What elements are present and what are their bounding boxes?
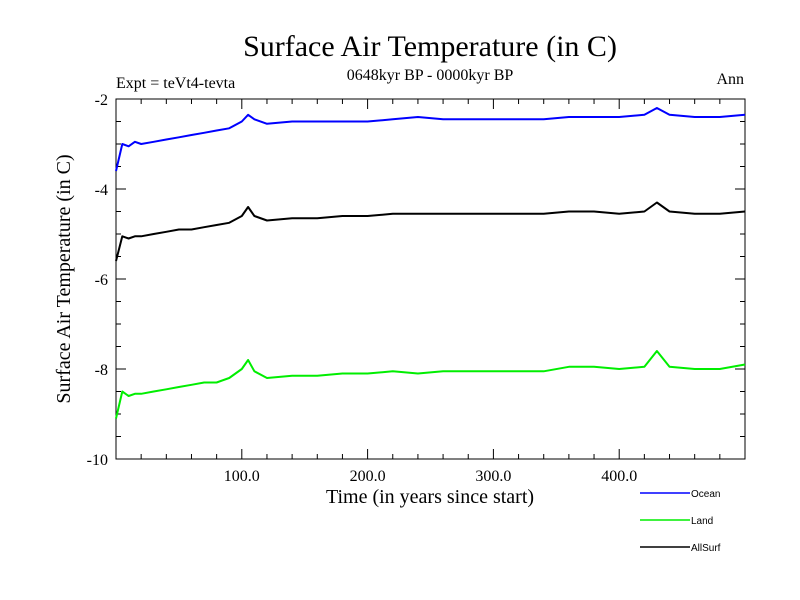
y-tick-label: -6 bbox=[95, 272, 108, 289]
series-line-ocean bbox=[115, 107, 746, 172]
plot-frame bbox=[115, 98, 746, 460]
y-tick-label: -4 bbox=[95, 182, 108, 199]
experiment-label: Expt = teVt4-tevta bbox=[116, 75, 235, 92]
series-line-allsurf bbox=[115, 201, 746, 262]
x-tick-label: 400.0 bbox=[601, 468, 637, 485]
legend: Ocean Land AllSurf bbox=[640, 489, 721, 554]
legend-label: AllSurf bbox=[691, 543, 721, 554]
legend-label: Ocean bbox=[691, 489, 720, 500]
x-axis: 100.0 200.0 300.0 400.0 bbox=[140, 99, 721, 485]
y-axis: -10 -8 -6 -4 -2 bbox=[87, 92, 745, 469]
legend-label: Land bbox=[691, 516, 713, 527]
y-axis-label: Surface Air Temperature (in C) bbox=[53, 154, 75, 403]
x-tick-label: 100.0 bbox=[224, 468, 260, 485]
chart-title: Surface Air Temperature (in C) bbox=[243, 30, 617, 63]
series-line-land bbox=[115, 350, 746, 419]
series-layer bbox=[115, 107, 746, 419]
season-label: Ann bbox=[716, 71, 744, 88]
y-tick-label: -10 bbox=[87, 452, 108, 469]
chart-subtitle: 0648kyr BP - 0000kyr BP bbox=[347, 67, 514, 84]
x-tick-label: 200.0 bbox=[350, 468, 386, 485]
y-tick-label: -8 bbox=[95, 362, 108, 379]
x-axis-label: Time (in years since start) bbox=[326, 486, 534, 508]
y-tick-label: -2 bbox=[95, 92, 108, 109]
x-tick-label: 300.0 bbox=[475, 468, 511, 485]
